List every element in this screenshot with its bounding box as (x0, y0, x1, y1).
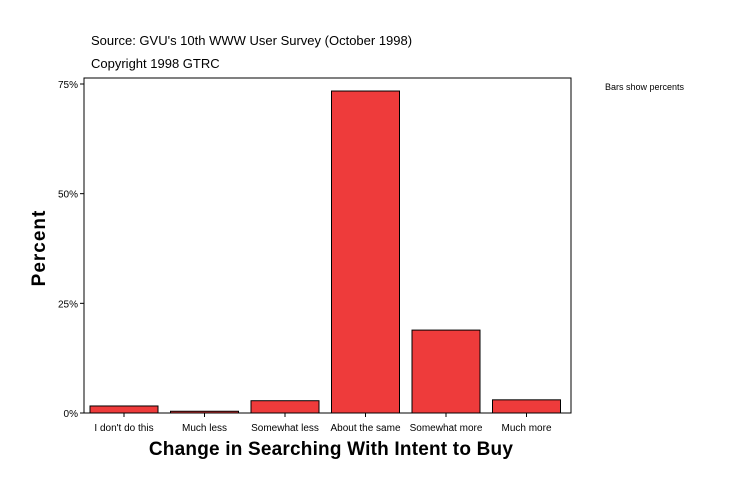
y-tick-label: 75% (58, 80, 78, 91)
x-tick-label: Much more (501, 423, 551, 434)
x-tick-label: Somewhat more (410, 423, 483, 434)
y-axis-label: Percent (29, 209, 50, 287)
bar (170, 410, 239, 414)
chart-copyright: Copyright 1998 GTRC (91, 56, 220, 71)
bar (331, 90, 400, 414)
x-tick-label: I don't do this (94, 423, 153, 434)
bars (89, 90, 561, 414)
x-tick-label: Much less (182, 423, 227, 434)
plot-frame (83, 77, 572, 414)
x-axis-label: Change in Searching With Intent to Buy (148, 439, 514, 460)
y-tick-label: 50% (58, 190, 78, 201)
legend-note: Bars show percents (605, 82, 685, 92)
bar (89, 405, 159, 414)
bar (250, 400, 320, 414)
x-tick-label: About the same (330, 423, 400, 434)
x-axis: I don't do this Much less Somewhat less Abo… (94, 413, 552, 434)
y-tick-label: 0% (64, 409, 79, 420)
bar (411, 329, 481, 414)
y-axis: 0% 25% 50% 75% (58, 80, 84, 420)
bar (492, 399, 561, 414)
x-tick-label: Somewhat less (251, 423, 319, 434)
chart-source: Source: GVU's 10th WWW User Survey (Octo… (91, 33, 413, 48)
y-tick-label: 25% (58, 299, 78, 310)
